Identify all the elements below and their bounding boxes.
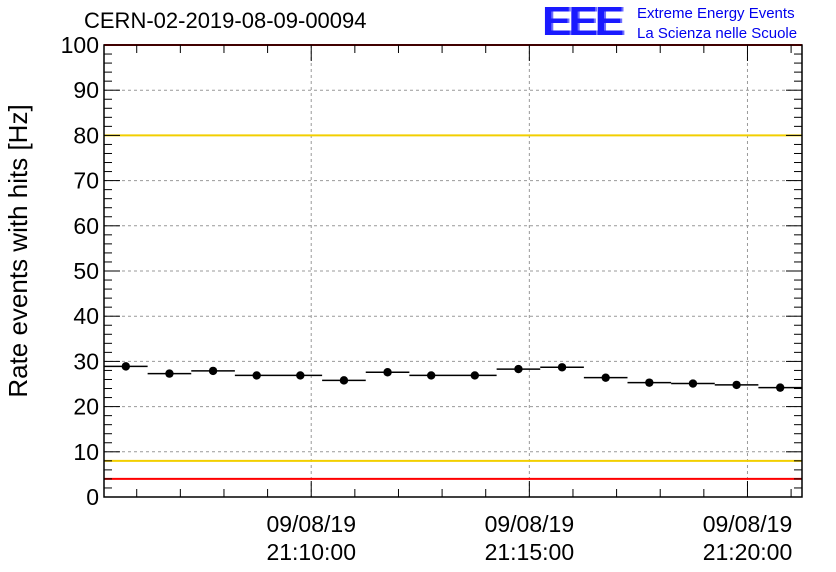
x-tick-date-label: 09/08/19 xyxy=(485,511,575,537)
x-tick-time-label: 21:15:00 xyxy=(485,539,575,565)
data-point xyxy=(775,383,785,392)
data-point xyxy=(688,379,698,388)
data-point xyxy=(645,378,654,387)
eee-logo-mark: EEE xyxy=(542,0,624,45)
logo-line-1: Extreme Energy Events xyxy=(637,5,795,22)
x-tick-date-label: 09/08/19 xyxy=(266,511,356,537)
eee-logo: EEE Extreme Energy Events La Scienza nel… xyxy=(542,2,832,46)
y-tick-label: 10 xyxy=(73,439,99,465)
y-tick-label: 100 xyxy=(61,32,99,58)
data-point xyxy=(121,362,131,371)
data-point xyxy=(165,369,174,378)
data-point xyxy=(732,380,741,390)
logo-line-2: La Scienza nelle Scuole xyxy=(637,25,798,42)
x-tick-time-label: 21:10:00 xyxy=(266,539,356,565)
y-tick-label: 20 xyxy=(73,394,99,420)
chart-title: CERN-02-2019-08-09-00094 xyxy=(84,8,367,33)
data-point xyxy=(557,363,567,372)
data-point xyxy=(426,371,436,380)
tick-labels: 010203040506070809010009/08/1921:10:0009… xyxy=(61,32,793,565)
data-point xyxy=(514,364,523,374)
data-point xyxy=(601,373,610,382)
x-tick-time-label: 21:20:00 xyxy=(703,539,793,565)
y-tick-label: 70 xyxy=(73,168,99,194)
y-tick-label: 0 xyxy=(86,484,99,510)
data-layer xyxy=(104,362,802,392)
y-tick-label: 50 xyxy=(73,258,99,284)
y-tick-label: 90 xyxy=(73,77,99,103)
y-tick-label: 60 xyxy=(73,213,99,239)
data-point xyxy=(470,371,480,380)
x-tick-date-label: 09/08/19 xyxy=(703,511,793,537)
data-point xyxy=(383,368,392,377)
data-point xyxy=(296,371,305,380)
tick-layer xyxy=(104,44,802,498)
y-tick-label: 80 xyxy=(73,122,99,148)
reference-lines xyxy=(104,44,802,480)
y-tick-label: 40 xyxy=(73,303,99,329)
y-axis-label: Rate events with hits [Hz] xyxy=(3,104,33,397)
data-point xyxy=(339,376,349,385)
data-point xyxy=(208,366,218,376)
grid-layer xyxy=(104,45,802,497)
y-tick-label: 30 xyxy=(73,348,99,374)
data-point xyxy=(252,371,261,380)
